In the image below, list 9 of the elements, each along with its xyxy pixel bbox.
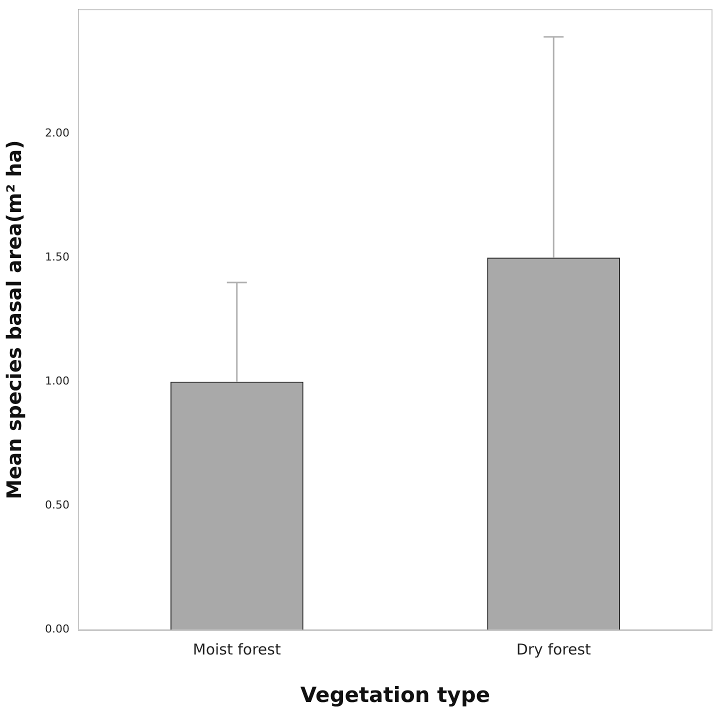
x-tick-label: Dry forest — [516, 640, 592, 659]
x-tick-label: Moist forest — [192, 640, 281, 659]
y-tick-label: 2.00 — [44, 126, 70, 140]
y-tick-label: 1.00 — [44, 374, 70, 388]
y-tick-label: 0.00 — [44, 622, 70, 636]
y-axis-title: Mean species basal area(m² ha) — [2, 140, 26, 500]
x-axis-title: Vegetation type — [300, 682, 490, 707]
y-tick-label: 1.50 — [44, 250, 70, 264]
y-tick-label: 0.50 — [44, 498, 70, 512]
